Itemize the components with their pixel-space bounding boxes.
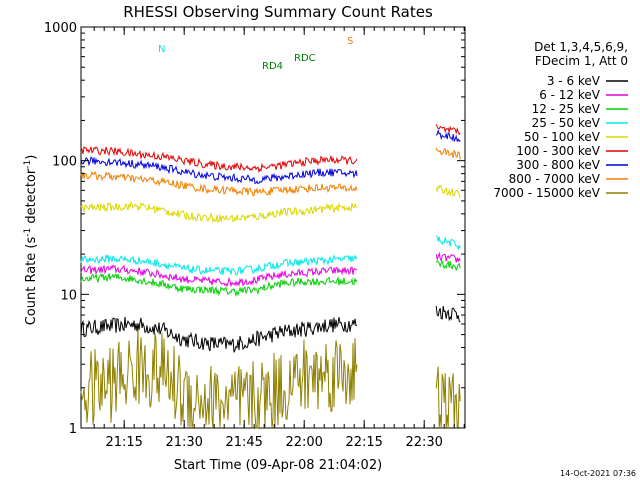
x-tick-label: 22:30 [405,435,442,450]
legend-header: Det 1,3,4,5,6,9, [534,40,628,54]
y-tick-label: 1 [69,422,77,437]
y-axis: 1 10 100 1000 [44,21,465,437]
x-tick-label: 22:15 [345,435,382,450]
x-tick-label: 21:15 [105,435,142,450]
legend: Det 1,3,4,5,6,9,FDecim 1, Att 0 3 - 6 keV… [493,40,628,200]
y-axis-label-part: Count Rate (s [24,237,39,326]
series-line [80,264,357,288]
series-line [80,328,358,429]
series-line [80,272,358,297]
plot-area: N S RD4 RDC [80,26,466,429]
x-tick-label: 22:00 [285,435,322,450]
x-tick-label: 21:30 [165,435,202,450]
legend-entry: 300 - 800 keV [516,158,600,172]
legend-entry: 100 - 300 keV [516,144,600,158]
legend-entry: 3 - 6 keV [547,74,601,88]
y-tick-label: 1000 [44,21,77,36]
x-tick-label: 21:45 [225,435,262,450]
plot-frame [80,26,466,429]
legend-entry: 800 - 7000 keV [509,172,601,186]
series-line [80,316,358,353]
legend-entry: 7000 - 15000 keV [493,186,600,200]
series-line [435,366,461,429]
x-axis-label: Start Time (09-Apr-08 21:04:02) [174,458,382,473]
y-axis-label-sup: -1 [23,228,33,237]
y-axis-label-sup: -1 [23,160,33,169]
series-line [80,145,358,174]
marker-label-rdc: RDC [294,53,316,64]
series-line [80,156,358,184]
y-tick-label: 100 [52,155,77,170]
series-line [435,305,461,323]
marker-label-s: S [347,36,353,47]
legend-entry: 6 - 12 keV [539,88,601,102]
legend-entry: 25 - 50 keV [532,116,601,130]
footer-timestamp: 14-Oct-2021 07:36 [560,469,636,478]
series-line [435,235,461,251]
series-line [80,201,358,224]
y-axis-label-part: ) [24,155,39,160]
y-axis-label: Count Rate (s-1 detector-1) [23,155,39,326]
y-tick-label: 10 [60,288,77,303]
legend-header: FDecim 1, Att 0 [535,54,628,68]
legend-entry: 12 - 25 keV [532,102,601,116]
chart-title: RHESSI Observing Summary Count Rates [123,3,433,21]
series-line [80,170,358,197]
series-line [435,147,461,160]
marker-label-n: N [158,44,165,55]
series-line [435,128,461,143]
series-line [435,124,461,136]
legend-entry: 50 - 100 keV [524,130,601,144]
y-axis-label-part: detector [24,168,39,228]
series-line [435,260,461,272]
series-line [435,184,461,198]
series-line [435,251,461,263]
marker-label-rd4: RD4 [262,61,283,72]
series-line [80,253,358,276]
x-axis: 21:15 21:30 21:45 22:00 22:15 22:30 [93,27,465,450]
